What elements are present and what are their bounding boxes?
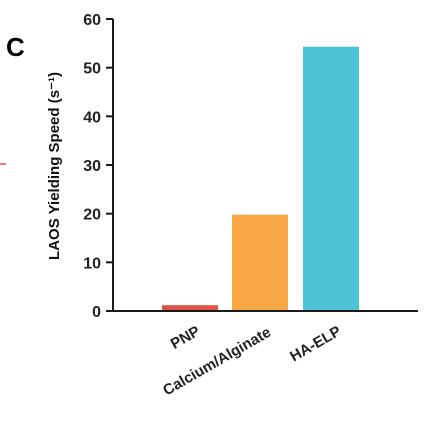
x-category-label: HA-ELP [287, 323, 344, 366]
y-tick-label: 10 [83, 255, 101, 272]
y-tick-label: 60 [83, 12, 101, 29]
bar-calcium-alginate [232, 214, 288, 311]
y-ticks: 0 10 20 30 40 50 60 [83, 12, 113, 321]
bars [162, 46, 359, 312]
bar-pnp [162, 305, 218, 311]
y-tick-label: 20 [83, 207, 101, 224]
y-tick-label: 30 [83, 158, 101, 175]
bar-ha-elp [303, 46, 359, 312]
y-tick-label: 0 [92, 304, 101, 321]
y-axis-title: LAOS Yielding Speed (s⁻¹) [46, 72, 63, 260]
y-tick-label: 40 [83, 109, 101, 126]
panel-label: C [6, 32, 25, 62]
x-category-label: PNP [168, 323, 203, 353]
y-tick-label: 50 [83, 61, 101, 78]
